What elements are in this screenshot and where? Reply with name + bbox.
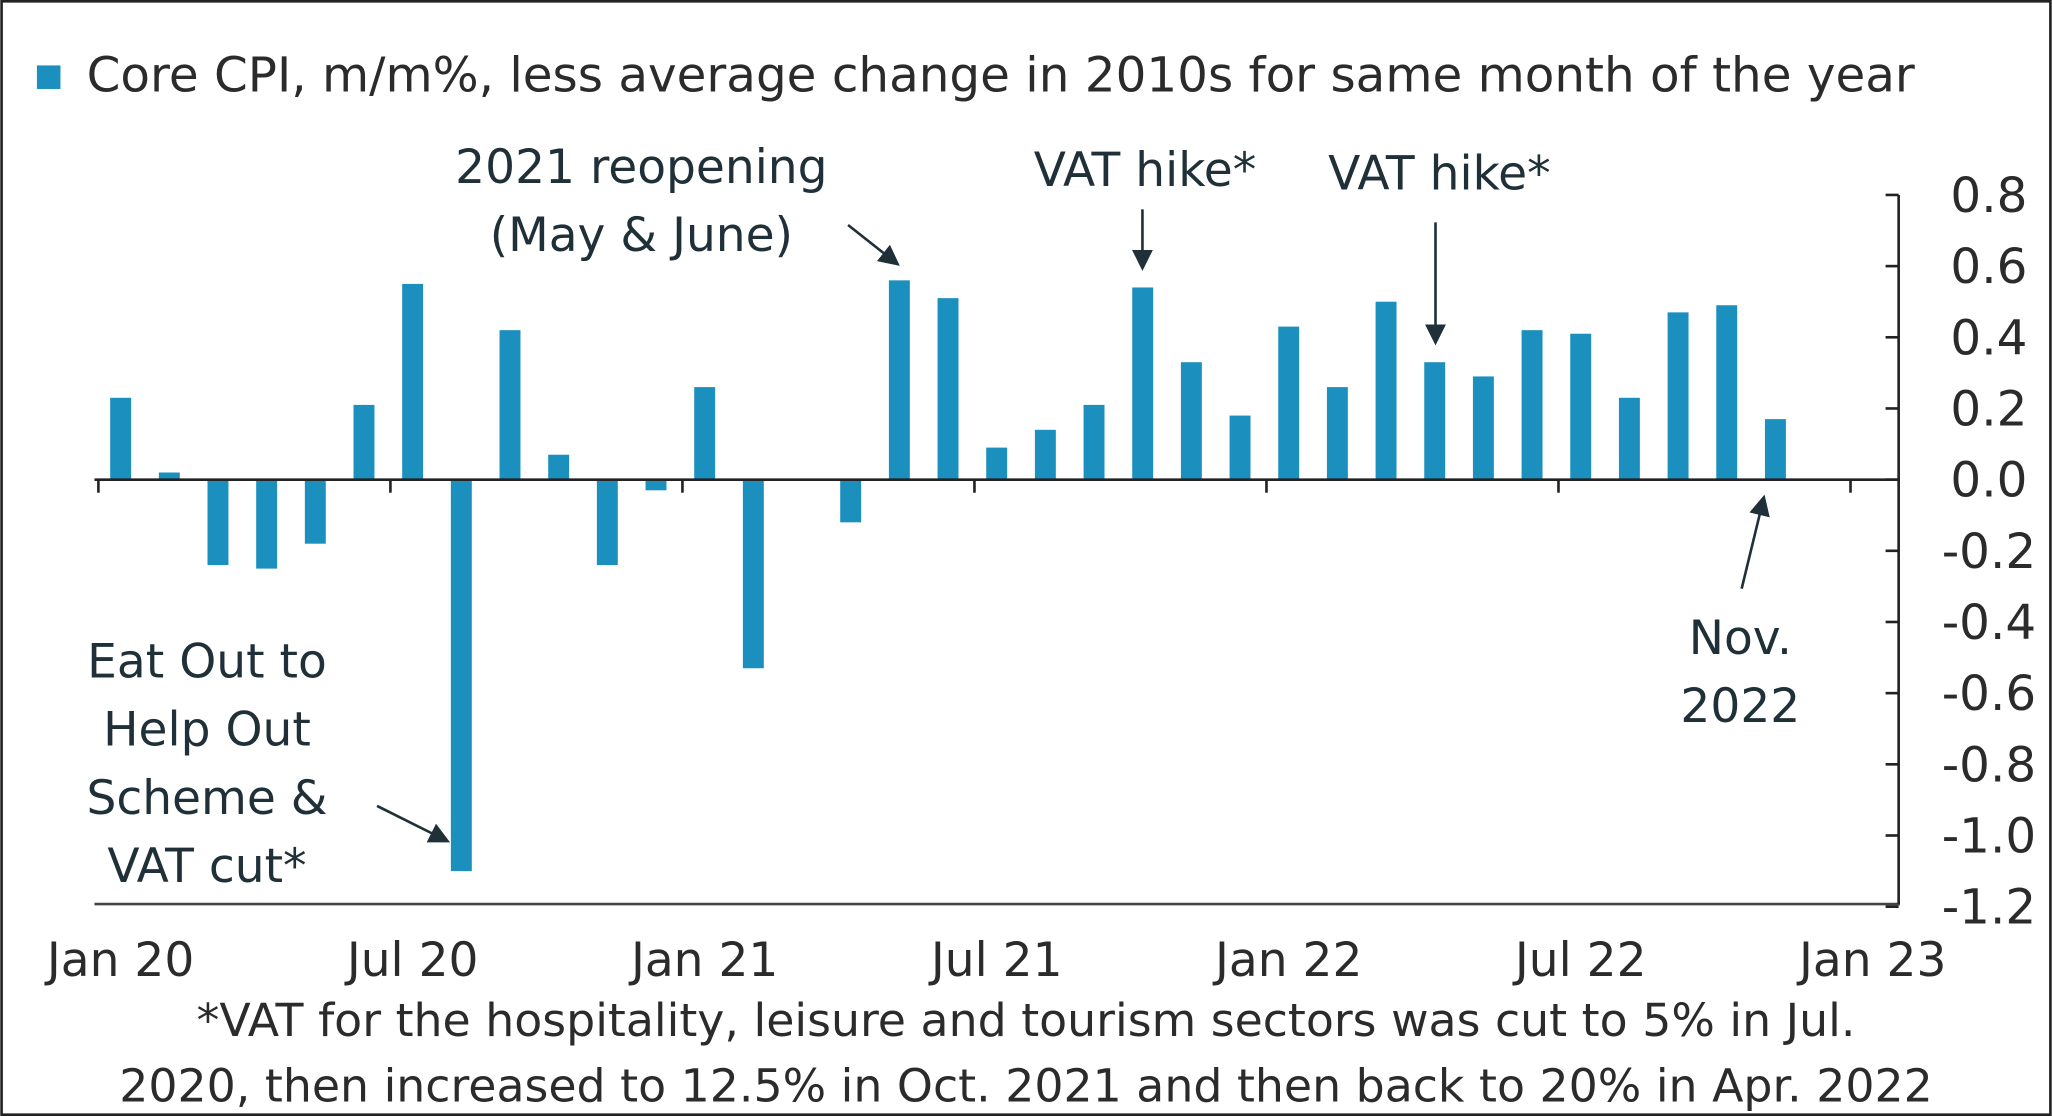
- bar-apr-22: [1424, 362, 1446, 480]
- legend-label: Core CPI, m/m%, less average change in 2…: [87, 48, 1915, 104]
- bar-nov-21: [1180, 362, 1202, 480]
- bar-sep-22: [1667, 312, 1689, 480]
- x-tick-label: Jan 21: [628, 933, 778, 988]
- annotation-eat-out-line1: Eat Out to: [87, 635, 327, 690]
- bar-jan-22: [1278, 326, 1300, 480]
- bar-jun-20: [353, 404, 375, 480]
- arrow-nov: [1740, 494, 1770, 590]
- bar-nov-22: [1764, 419, 1786, 480]
- y-tick-label: -0.2: [1942, 524, 2036, 580]
- bar-aug-21: [1034, 429, 1056, 480]
- x-tick-label: Jan 22: [1212, 933, 1362, 988]
- x-tick-label: Jul 22: [1512, 933, 1647, 988]
- bar-oct-22: [1716, 305, 1738, 480]
- bar-jun-21: [937, 298, 959, 480]
- bar-aug-22: [1618, 397, 1640, 480]
- annotation-nov-line1: Nov.: [1689, 611, 1792, 666]
- annotation-vat-hike-1: VAT hike*: [1034, 143, 1256, 198]
- bar-dec-21: [1229, 415, 1251, 480]
- bar-feb-22: [1326, 387, 1348, 480]
- annotation-eat-out-line4: VAT cut*: [107, 839, 306, 894]
- y-tick-label: -0.4: [1942, 595, 2036, 651]
- y-tick-label: -1.2: [1942, 880, 2036, 936]
- bar-apr-20: [256, 479, 278, 569]
- bar-jan-21: [694, 387, 716, 480]
- y-tick-label: -0.6: [1942, 666, 2036, 722]
- bar-may-21: [888, 280, 910, 480]
- x-tick-label: Jan 23: [1796, 933, 1946, 988]
- annotation-vat-hike-2: VAT hike*: [1328, 147, 1550, 202]
- legend-swatch: [36, 65, 61, 89]
- bar-nov-20: [596, 479, 618, 566]
- bar-jun-22: [1521, 330, 1543, 480]
- annotation-eat-out-line2: Help Out: [103, 703, 311, 758]
- axes: Jan 20 Jul 20 Jan 21 Jul 21 Jan 22 Jul 22 Jan …: [44, 168, 2036, 988]
- y-tick-label: 0.4: [1950, 310, 2027, 366]
- annotation-reopening-line1: 2021 reopening: [455, 140, 827, 195]
- bar-sep-20: [499, 330, 521, 480]
- bar-jan-20: [110, 397, 132, 480]
- x-tick-label: Jul 21: [928, 933, 1063, 988]
- bar-jul-21: [986, 447, 1008, 480]
- y-tick-label: -0.8: [1942, 737, 2036, 793]
- annotation-eat-out-line3: Scheme &: [86, 771, 327, 826]
- x-tick-label: Jan 20: [44, 933, 194, 988]
- footnote-line2: 2020, then increased to 12.5% in Oct. 20…: [119, 1059, 1932, 1113]
- annotation-nov-line2: 2022: [1680, 679, 1800, 734]
- bar-mar-20: [207, 479, 229, 566]
- footnote-line1: *VAT for the hospitality, leisure and to…: [197, 993, 1856, 1047]
- x-tick-label: Jul 20: [344, 933, 479, 988]
- y-tick-label: 0.2: [1950, 381, 2027, 437]
- bar-oct-21: [1132, 287, 1154, 480]
- bar-oct-20: [548, 454, 570, 480]
- bar-dec-20: [645, 479, 667, 491]
- bar-may-20: [304, 479, 326, 544]
- y-tick-label: -1.0: [1942, 809, 2036, 865]
- bar-jul-22: [1570, 333, 1592, 480]
- bar-may-22: [1472, 376, 1494, 480]
- annotation-reopening-line2: (May & June): [490, 208, 793, 263]
- bar-feb-21: [742, 479, 764, 669]
- y-tick-label: 0.6: [1950, 239, 2027, 295]
- arrow-eat-out: [376, 804, 451, 843]
- bar-feb-20: [158, 472, 180, 480]
- y-tick-label: 0.8: [1950, 168, 2027, 224]
- bar-jul-20: [402, 283, 424, 480]
- bar-sep-21: [1083, 404, 1105, 480]
- bars: [110, 280, 1786, 872]
- bar-apr-21: [840, 479, 862, 523]
- bar-mar-22: [1375, 301, 1397, 480]
- bar-aug-20: [450, 479, 472, 872]
- arrow-reopening: [847, 224, 900, 266]
- y-tick-label: 0.0: [1950, 453, 2027, 509]
